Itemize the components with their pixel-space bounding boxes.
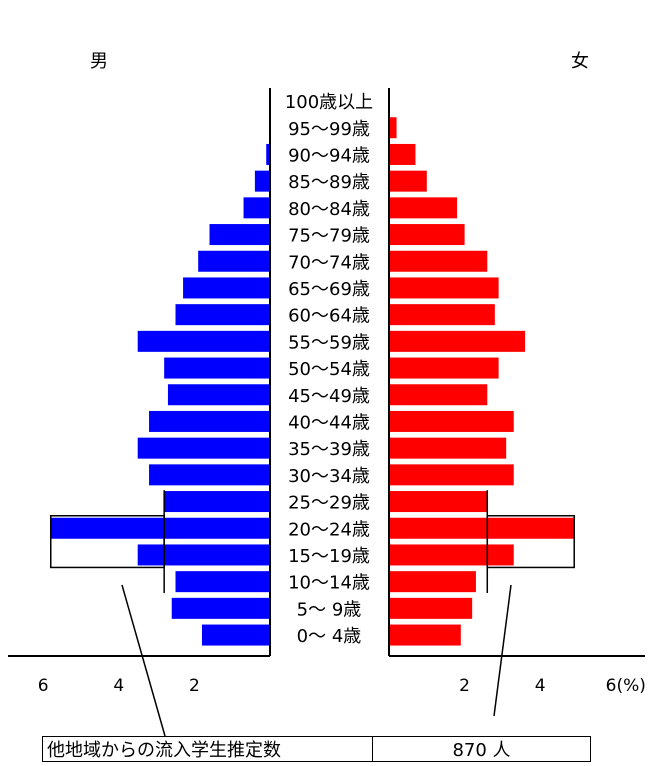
female-bar	[389, 597, 473, 619]
male-label: 男	[90, 51, 108, 72]
age-label: 25～29歳	[288, 493, 370, 514]
age-label: 45～49歳	[288, 386, 370, 407]
female-bar	[389, 170, 427, 192]
male-bar	[50, 517, 271, 539]
male-bar	[167, 384, 270, 406]
x-tick-label: 6(%)	[606, 676, 646, 696]
female-bar	[389, 517, 575, 539]
female-label: 女	[571, 51, 589, 72]
female-bar	[389, 544, 514, 566]
female-bar	[389, 491, 488, 513]
female-bar	[389, 437, 507, 459]
x-tick-label: 4	[113, 676, 124, 696]
inflow-info-label: 他地域からの流入学生推定数	[43, 737, 373, 761]
age-label: 65～69歳	[288, 279, 370, 300]
male-leader-line	[121, 584, 166, 737]
male-bar	[171, 597, 270, 619]
female-bar	[389, 330, 526, 352]
female-bar	[389, 117, 397, 139]
female-bars	[389, 117, 575, 646]
female-bar	[389, 410, 514, 432]
inflow-overlay	[50, 490, 575, 737]
age-label: 50～54歳	[288, 359, 370, 380]
female-bar	[389, 143, 416, 165]
male-bar	[137, 544, 270, 566]
female-bar	[389, 250, 488, 272]
age-label: 75～79歳	[288, 226, 370, 247]
age-label: 5～ 9歳	[297, 599, 362, 620]
x-tick-label: 6	[38, 676, 49, 696]
female-bar	[389, 624, 461, 646]
axes: 6 4 2 2 4 6(%)	[8, 88, 646, 696]
female-bar	[389, 464, 514, 486]
population-pyramid-chart: 0～ 4歳 5～ 9歳 10～14歳 15～19歳 20～24歳 25～29歳 30～34歳…	[8, 88, 646, 737]
female-bar	[389, 304, 495, 326]
male-bars	[50, 143, 271, 646]
male-bar	[243, 197, 270, 219]
male-bar	[164, 491, 270, 513]
female-bar	[389, 197, 458, 219]
age-label: 90～94歳	[288, 145, 370, 166]
male-bar	[149, 464, 270, 486]
female-bar	[389, 224, 465, 246]
age-label: 100歳以上	[285, 92, 373, 113]
female-bar	[389, 571, 476, 593]
age-label: 85～89歳	[288, 172, 370, 193]
age-label: 60～64歳	[288, 306, 370, 327]
male-bar	[149, 410, 270, 432]
age-label: 80～84歳	[288, 199, 370, 220]
age-label: 30～34歳	[288, 466, 370, 487]
male-bar	[164, 357, 270, 379]
x-tick-label: 2	[189, 676, 200, 696]
age-label: 70～74歳	[288, 252, 370, 273]
male-bar	[183, 277, 270, 299]
age-label: 20～24歳	[288, 519, 370, 540]
male-bar	[266, 143, 270, 165]
age-label: 15～19歳	[288, 546, 370, 567]
x-tick-label: 2	[459, 676, 470, 696]
male-bar	[175, 304, 270, 326]
age-labels: 0～ 4歳 5～ 9歳 10～14歳 15～19歳 20～24歳 25～29歳 30～34歳…	[285, 92, 373, 647]
male-bar	[198, 250, 270, 272]
age-label: 35～39歳	[288, 439, 370, 460]
male-bar	[201, 624, 270, 646]
male-bar	[137, 437, 270, 459]
female-leader-line	[493, 584, 512, 717]
x-tick-label: 4	[535, 676, 546, 696]
female-bar	[389, 357, 499, 379]
male-bar	[175, 571, 270, 593]
inflow-info-value: 870 人	[452, 740, 511, 761]
age-label: 40～44歳	[288, 412, 370, 433]
age-label: 95～99歳	[288, 119, 370, 140]
male-bar	[254, 170, 270, 192]
age-label: 0～ 4歳	[297, 626, 362, 647]
female-bar	[389, 384, 488, 406]
age-label: 10～14歳	[288, 573, 370, 594]
age-label: 55～59歳	[288, 332, 370, 353]
male-bar	[137, 330, 270, 352]
inflow-info-box: 他地域からの流入学生推定数 870 人	[42, 736, 591, 762]
female-bar	[389, 277, 499, 299]
male-bar	[209, 224, 270, 246]
